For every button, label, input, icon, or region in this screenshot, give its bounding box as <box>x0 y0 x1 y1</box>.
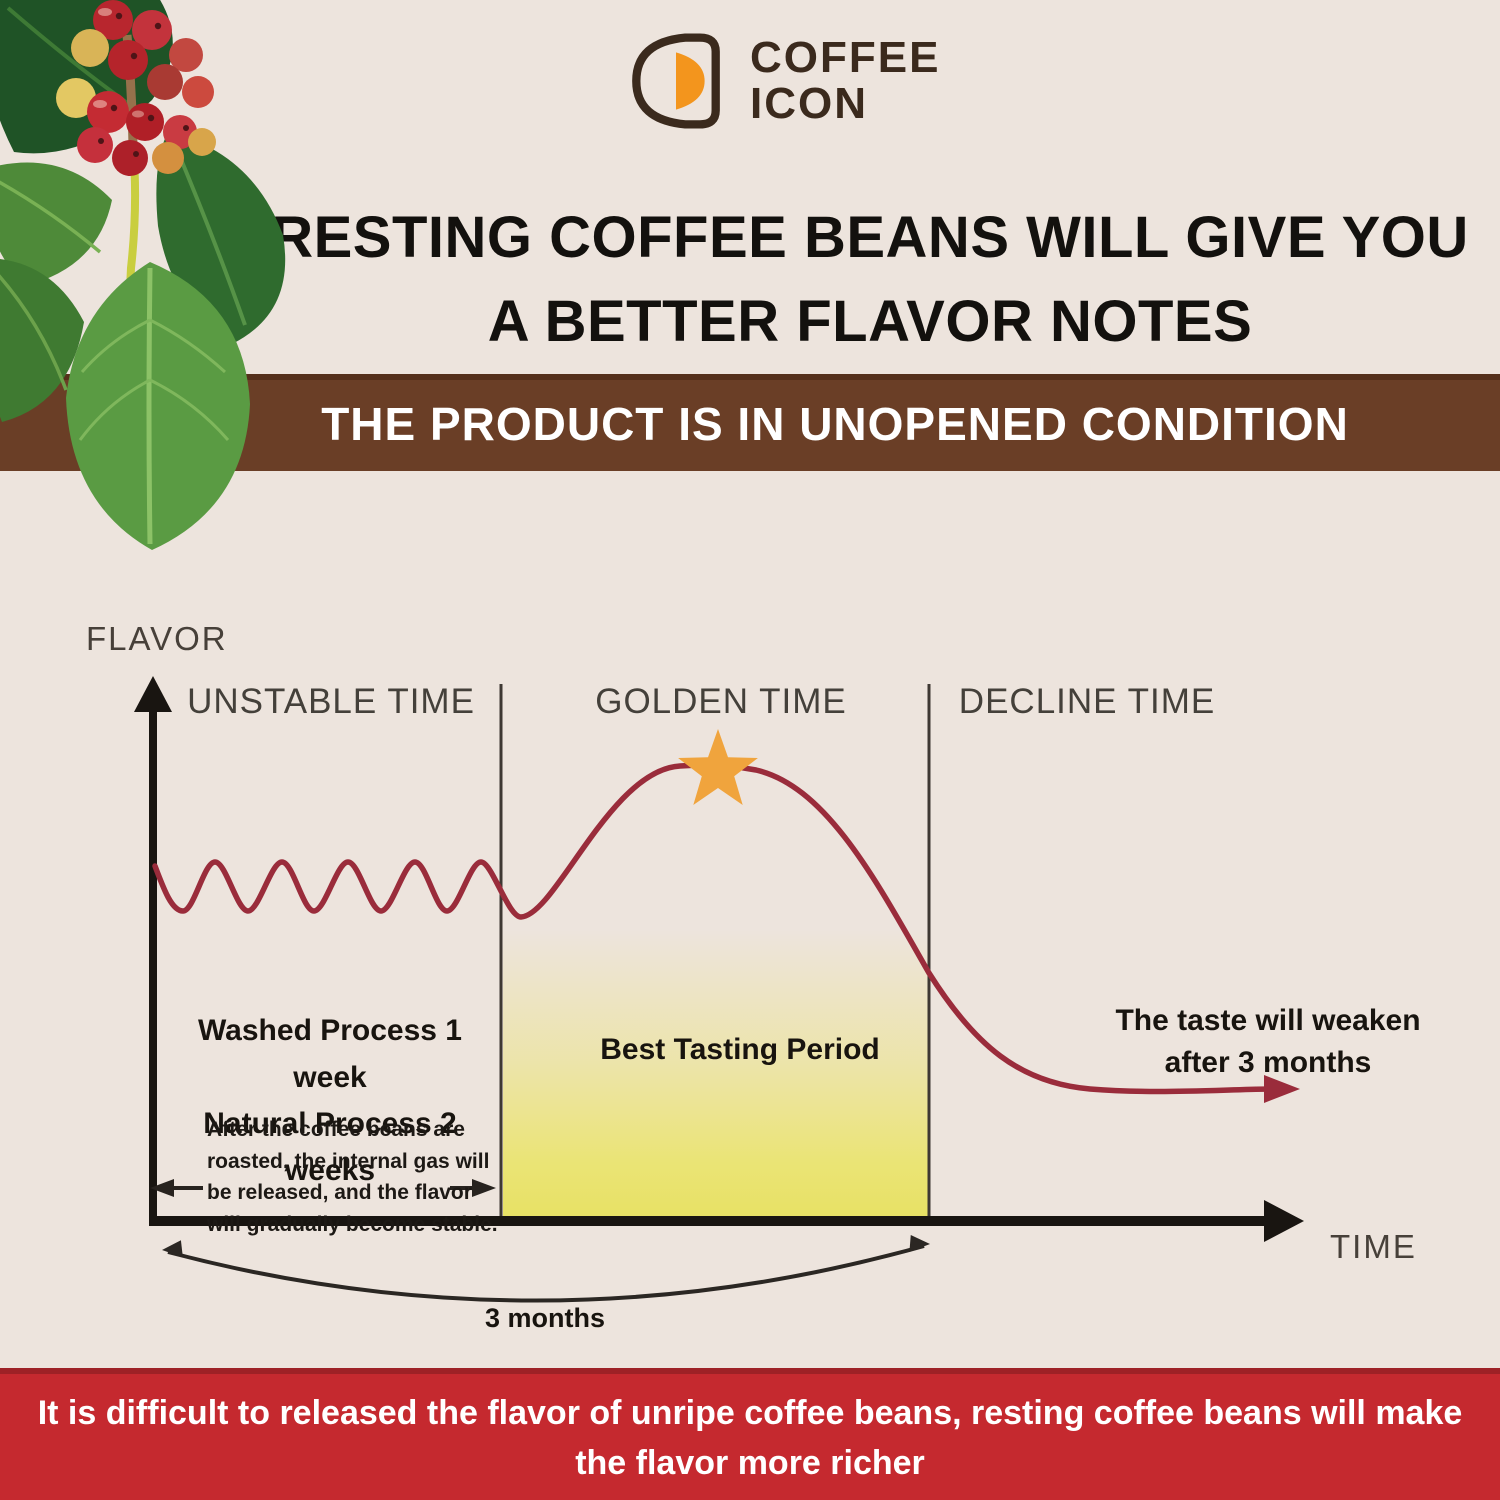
title-line-2: A BETTER FLAVOR NOTES <box>487 289 1253 354</box>
decline-annotation: The taste will weaken after 3 months <box>1098 1000 1438 1084</box>
process-annotation-line1: Washed Process 1 week <box>197 1014 462 1094</box>
brand-name: COFFEE ICON <box>750 35 940 127</box>
y-axis-arrowhead <box>134 676 172 712</box>
coffee-cherries <box>56 0 216 176</box>
three-months-label: 3 months <box>484 1303 605 1333</box>
brand-logo: COFFEE ICON <box>628 32 940 130</box>
title-line-1: RESTING COFFEE BEANS WILL GIVE YOU <box>271 205 1469 270</box>
page-title: RESTING COFFEE BEANS WILL GIVE YOU A BET… <box>250 196 1490 364</box>
star-icon <box>678 729 758 805</box>
section-label-unstable: UNSTABLE TIME <box>187 682 475 721</box>
unstable-range-arrow <box>150 1179 496 1197</box>
decline-annotation-line2: after 3 months <box>1164 1046 1372 1079</box>
brand-line2: ICON <box>750 79 868 128</box>
section-label-golden: GOLDEN TIME <box>595 682 847 721</box>
best-tasting-label: Best Tasting Period <box>600 1033 880 1066</box>
x-axis-arrowhead <box>1264 1200 1304 1242</box>
process-annotation-line2: Natural Process 2 weeks <box>203 1107 457 1187</box>
footer-banner: It is difficult to released the flavor o… <box>0 1368 1500 1500</box>
degassing-note: After the coffee beans are roasted, the … <box>207 1118 498 1236</box>
condition-banner: THE PRODUCT IS IN UNOPENED CONDITION <box>0 374 1500 471</box>
condition-banner-text: THE PRODUCT IS IN UNOPENED CONDITION <box>321 398 1349 450</box>
golden-time-highlight <box>503 930 928 1220</box>
decline-annotation-line1: The taste will weaken <box>1115 1004 1421 1037</box>
y-axis-label: FLAVOR <box>86 620 228 657</box>
three-months-span-arrow <box>162 1234 930 1303</box>
section-label-decline: DECLINE TIME <box>958 682 1216 721</box>
coffee-icon-logo-mark <box>632 33 720 129</box>
coffee-plant-illustration <box>0 0 286 550</box>
process-annotation: Washed Process 1 week Natural Process 2 … <box>160 1008 500 1194</box>
flavor-curve <box>152 762 1271 1095</box>
x-axis-label: TIME <box>1330 1228 1417 1265</box>
half-moon-icon <box>676 52 705 110</box>
footer-text: It is difficult to released the flavor o… <box>37 1394 1463 1482</box>
brand-line1: COFFEE <box>750 33 941 82</box>
flavor-curve-arrowhead <box>1264 1075 1300 1103</box>
